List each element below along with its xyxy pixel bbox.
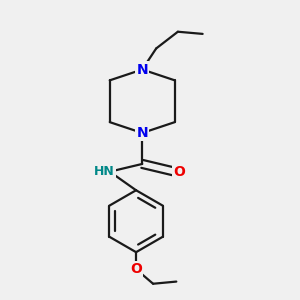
Text: HN: HN xyxy=(94,165,115,178)
Text: O: O xyxy=(130,262,142,276)
Text: N: N xyxy=(136,126,148,140)
Text: N: N xyxy=(136,62,148,76)
Text: O: O xyxy=(173,165,185,179)
